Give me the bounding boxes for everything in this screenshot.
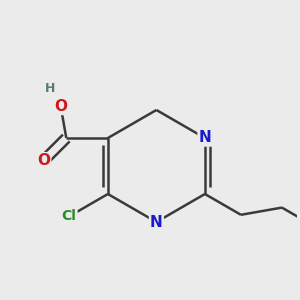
Text: Cl: Cl	[62, 209, 76, 224]
Text: N: N	[199, 130, 211, 146]
Text: N: N	[150, 214, 163, 230]
Text: O: O	[54, 99, 67, 114]
Text: O: O	[37, 153, 50, 168]
Text: H: H	[45, 82, 56, 95]
